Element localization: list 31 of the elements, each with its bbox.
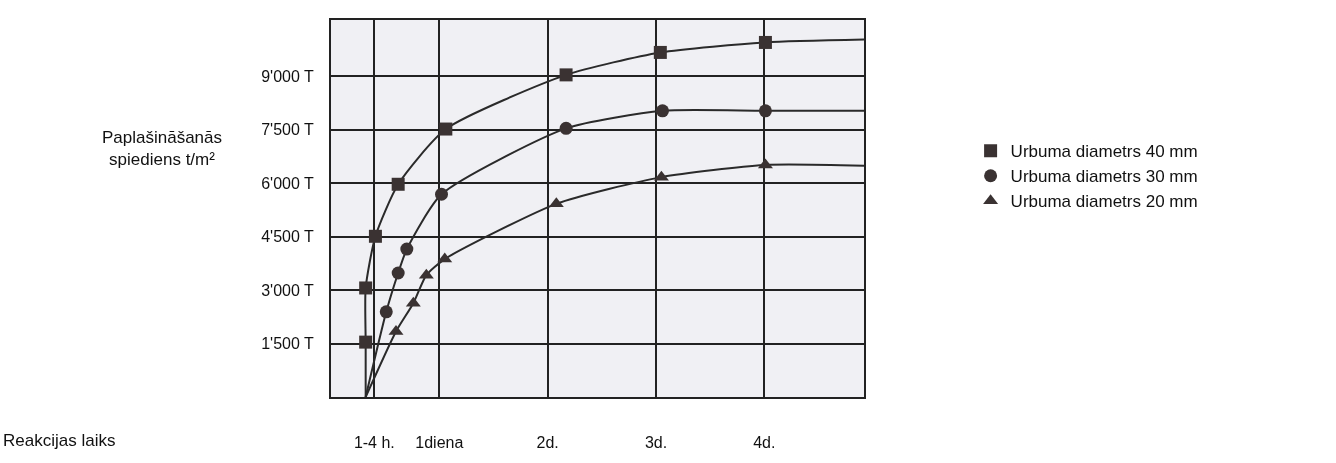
- point: [439, 122, 453, 136]
- point: [400, 242, 414, 256]
- point: [758, 104, 772, 118]
- y-tick-label: 9'000 T: [261, 67, 315, 85]
- y-axis-title: Paplašināšanās spiediens t/m²: [102, 128, 223, 170]
- legend-label: Urbuma diametrs 20 mm: [1010, 192, 1198, 212]
- point: [656, 104, 669, 118]
- legend-label: Urbuma diametrs 40 mm: [1010, 142, 1198, 162]
- point: [359, 335, 373, 349]
- y-tick-label: 4'500 T: [261, 228, 315, 246]
- x-tick-label: 2d.: [536, 434, 559, 452]
- point: [379, 305, 393, 319]
- x-tick-label: 4d.: [753, 434, 776, 452]
- y-tick-label: 3'000 T: [261, 281, 315, 299]
- point: [559, 68, 573, 82]
- point: [559, 121, 573, 135]
- text: Reakcijas laiks: [3, 431, 116, 450]
- x-tick-label: 1-4 h.: [353, 434, 395, 452]
- y-tick-label: 7'500 T: [261, 121, 315, 139]
- x-tick-label: 3d.: [644, 434, 668, 452]
- y-tick-label: 1'500 T: [261, 335, 315, 353]
- point: [391, 266, 405, 280]
- y-tick-label: 6'000 T: [261, 174, 315, 192]
- point: [758, 35, 772, 49]
- x-tick-label: 1diena: [415, 434, 464, 452]
- point: [653, 45, 667, 59]
- point: [368, 229, 382, 243]
- point: [359, 281, 373, 295]
- point: [391, 177, 405, 191]
- point: [435, 187, 448, 201]
- legend-label: Urbuma diametrs 30 mm: [1010, 167, 1198, 187]
